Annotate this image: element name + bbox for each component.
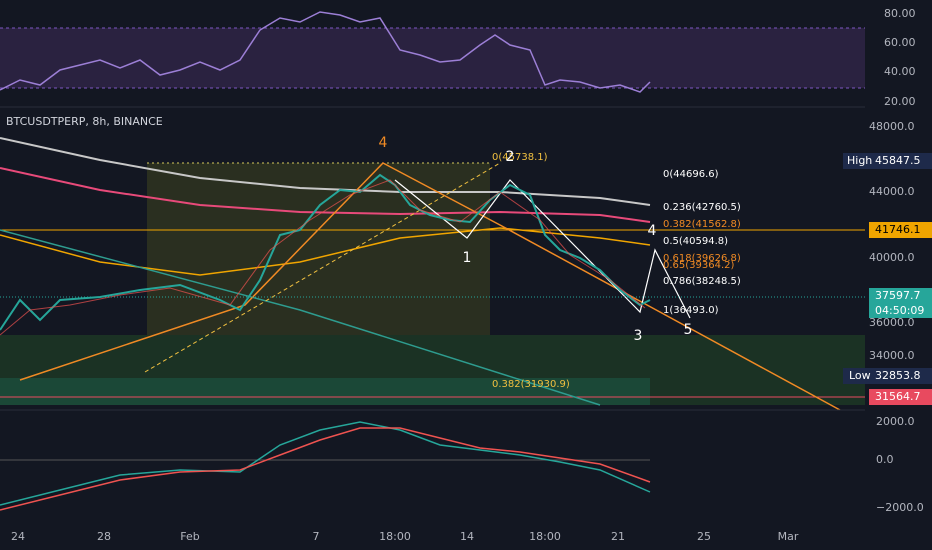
ma-line [0,227,651,276]
time-tick: 28 [97,530,111,543]
badge-value: 45847.5 [875,154,921,167]
macd-line [0,421,651,506]
wave-label: 5 [684,322,693,338]
badge-value: 31564.7 [875,390,921,403]
badge-label: High [847,154,872,167]
time-tick: 14 [460,530,474,543]
price-line [0,173,651,331]
badge [869,288,932,318]
rsi-tick: 80.00 [884,7,916,20]
time-tick: 21 [611,530,625,543]
time-tick: Mar [778,530,799,543]
badge-label: Low [849,369,871,382]
badge [869,153,932,169]
wave-line [394,179,691,319]
badges [843,153,932,405]
symbol-title: BTCUSDTPERP, 8h, BINANCE [6,115,163,128]
macd-tick: 0.0 [876,453,894,466]
fib-label: 0.5(40594.8) [663,236,728,247]
fib-label: 0(45738.1) [492,152,548,163]
wave-label: 3 [634,328,643,344]
rsi-tick: 40.00 [884,65,916,78]
price-tick: 48000.0 [869,120,915,133]
rsi-tick: 20.00 [884,95,916,108]
time-tick: 18:00 [529,530,561,543]
fib-label: 0.618(39626.8) [663,253,741,264]
badge [869,222,932,238]
price-line-shadow [0,179,646,336]
fib-label: 1(36493.0) [663,305,719,316]
price-tick: 40000.0 [869,251,915,264]
badge [843,368,869,384]
wave-label: 2 [506,149,515,165]
badge-value: 32853.8 [875,369,921,382]
time-tick: 25 [697,530,711,543]
ma-line [0,167,651,223]
macd-tick: 2000.0 [876,415,915,428]
time-tick: 7 [313,530,320,543]
badge [869,389,932,405]
rsi-tick: 60.00 [884,36,916,49]
signal-line [0,427,651,511]
wave-label: 1 [463,250,472,266]
fib-label: 0.382(31930.9) [492,379,570,390]
rsi-band [0,28,865,88]
badge-countdown: 04:50:09 [875,304,924,317]
badge-value: 37597.7 [875,289,921,302]
badge [843,153,869,169]
wave-label: 4 [379,135,388,151]
fib-label: 0.382(41562.8) [663,219,741,230]
price-tick: 34000.0 [869,349,915,362]
fib-label: 0.65(39364.2) [663,260,735,271]
time-tick: 18:00 [379,530,411,543]
volume-area [0,378,650,405]
badge [869,368,932,384]
rsi-line [0,11,651,93]
fib-label: 0(44696.6) [663,169,719,180]
time-tick: 24 [11,530,25,543]
wave-label: 4 [648,223,657,239]
macd-tick: −2000.0 [876,501,924,514]
price-axis [865,0,932,550]
time-tick: Feb [180,530,199,543]
wave-line [19,162,841,411]
badge-value: 41746.1 [875,223,921,236]
fib-label: 0.786(38248.5) [663,276,741,287]
trend-line [0,229,601,406]
price-tick: 44000.0 [869,185,915,198]
fib-label: 0.236(42760.5) [663,202,741,213]
fib-trend [144,162,501,373]
price-tick: 36000.0 [869,316,915,329]
